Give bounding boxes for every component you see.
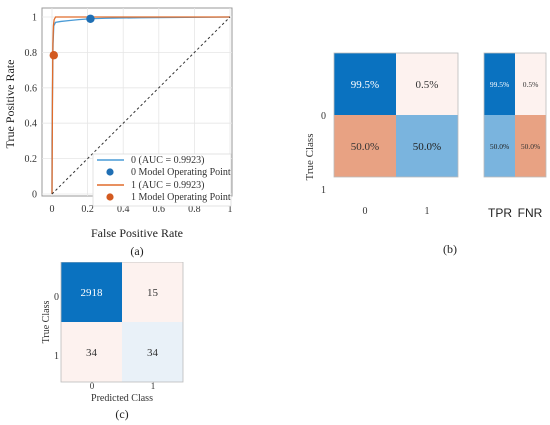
roc-chart: 0 0.2 0.4 0.6 0.8 1 0 0.2 0.4 0.6 0.8 1 0 (AUC = 0… xyxy=(3,7,233,258)
cm-b-cell-value: 99.5% xyxy=(351,79,379,91)
cm-c-frame xyxy=(60,262,184,383)
roc-y-ticks: 0 0.2 0.4 0.6 0.8 1 xyxy=(25,13,38,201)
cm-b-cell-1-1 xyxy=(396,115,458,177)
legend-marker-op-1 xyxy=(106,193,114,201)
caption-b: (b) xyxy=(443,242,457,256)
roc-x-axis-label: False Positive Rate xyxy=(91,226,183,240)
cm-b-summary-frame xyxy=(483,52,547,178)
cm-c-cell-0-1 xyxy=(122,262,183,322)
cm-c-row-label-1: 1 xyxy=(54,351,59,362)
x-tick-label: 0.2 xyxy=(81,204,94,215)
legend-label-class-1: 1 (AUC = 0.9923) xyxy=(131,180,204,191)
cm-b-tpr-label: TPR xyxy=(488,206,512,220)
cm-c-cell-0-0 xyxy=(61,262,122,322)
caption-a: (a) xyxy=(130,244,143,258)
x-tick-label: 0 xyxy=(50,204,55,215)
legend-marker-op-0 xyxy=(106,168,114,176)
cm-b-cells: 99.5% 0.5% 50.0% 50.0% xyxy=(334,53,458,177)
cm-c-cell-value: 2918 xyxy=(81,287,104,299)
y-tick-label: 0.2 xyxy=(25,154,38,165)
cm-c-cell-value: 34 xyxy=(86,347,98,359)
cm-b-summary-value: 0.5% xyxy=(523,80,539,89)
cm-b-cell-0-0 xyxy=(334,53,396,115)
cm-b-fnr-label: FNR xyxy=(518,206,543,220)
cm-b-cell-1-0 xyxy=(334,115,396,177)
cm-c-cell-value: 34 xyxy=(147,347,159,359)
cm-b-summary-cell-1-1 xyxy=(515,115,546,177)
cm-b-summary-value: 99.5% xyxy=(490,80,509,89)
confusion-matrix-b: 99.5% 0.5%50.0% 50.0% 99.5% 0.5%50.0% 50.0% … xyxy=(304,52,547,256)
cm-b-summary-cell-0-0 xyxy=(484,53,515,115)
cm-c-cells: 2918 15 34 34 xyxy=(61,262,183,382)
cm-b-y-axis-label: True Class xyxy=(304,134,316,181)
cm-c-y-axis-label: True Class xyxy=(41,301,52,344)
cm-c-cell-1-1 xyxy=(122,322,183,382)
cm-c-cell-value: 15 xyxy=(147,287,159,299)
operating-point-1 xyxy=(49,51,58,60)
cm-b-summary-cells: 99.5% 0.5% 50.0% 50.0% xyxy=(484,53,546,177)
x-tick-label: 0.8 xyxy=(188,204,201,215)
cm-c-col-label-0: 0 xyxy=(90,381,95,391)
cm-b-cell-0-1 xyxy=(396,53,458,115)
cm-b-cell-value: 50.0% xyxy=(413,141,441,153)
cm-c-col-label-1: 1 xyxy=(151,381,156,391)
cm-b-summary-cell-0-1 xyxy=(515,53,546,115)
cm-b-summary-value: 50.0% xyxy=(490,142,509,151)
roc-x-ticks: 0 0.2 0.4 0.6 0.8 1 xyxy=(50,204,233,215)
y-tick-label: 0.8 xyxy=(25,48,38,59)
cm-b-row-label-1: 1 xyxy=(321,185,326,196)
x-tick-label: 0.6 xyxy=(153,204,166,215)
legend-label-class-0: 0 (AUC = 0.9923) xyxy=(131,155,204,166)
legend-label-op-0: 0 Model Operating Point xyxy=(131,167,231,178)
operating-point-0 xyxy=(86,14,95,23)
roc-series-diagonal xyxy=(51,16,231,195)
cm-b-frame xyxy=(333,52,459,178)
roc-legend: 0 (AUC = 0.9923) 0 Model Operating Point… xyxy=(92,153,232,207)
cm-b-col-label-0: 0 xyxy=(363,206,368,217)
cm-b-col-label-1: 1 xyxy=(425,206,430,217)
cm-c-cell-1-0 xyxy=(61,322,122,382)
legend-label-op-1: 1 Model Operating Point xyxy=(131,192,231,203)
cm-b-summary-cell-1-0 xyxy=(484,115,515,177)
cm-b-cell-value: 50.0% xyxy=(351,141,379,153)
roc-operating-points xyxy=(49,14,95,60)
caption-c: (c) xyxy=(115,407,128,421)
roc-series-group xyxy=(51,16,231,195)
roc-series-class-1 xyxy=(51,16,230,195)
y-tick-label: 0.6 xyxy=(25,83,38,94)
cm-b-row-label-0: 0 xyxy=(321,111,326,122)
cm-b-cell-value: 0.5% xyxy=(416,79,439,91)
y-tick-label: 0.4 xyxy=(25,119,38,130)
x-tick-label: 1 xyxy=(228,204,233,215)
cm-c-row-label-0: 0 xyxy=(54,292,59,303)
y-tick-label: 1 xyxy=(32,13,37,24)
x-tick-label: 0.4 xyxy=(117,204,130,215)
roc-y-axis-label: True Positive Rate xyxy=(3,60,17,149)
cm-c-x-axis-label: Predicted Class xyxy=(91,393,153,404)
cm-b-summary-value: 50.0% xyxy=(521,142,540,151)
confusion-matrix-c: 2918 15 34 34 0 1 0 1 Predicted Class True … xyxy=(41,262,184,421)
y-tick-label: 0 xyxy=(32,190,37,201)
roc-legend-box xyxy=(92,153,232,207)
